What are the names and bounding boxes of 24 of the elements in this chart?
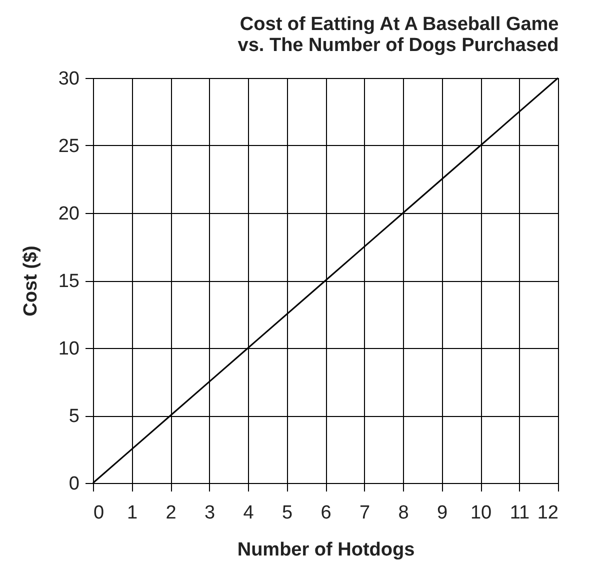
x-tick-label: 10 <box>470 502 492 524</box>
x-tick-label: 1 <box>126 502 138 524</box>
x-tick-label: 12 <box>537 502 558 524</box>
y-axis-title: Cost ($) <box>20 246 42 316</box>
x-tick-label: 4 <box>243 502 254 524</box>
x-tick-label: 0 <box>94 502 104 524</box>
y-tick-label: 15 <box>58 271 80 292</box>
y-tick-label: 25 <box>58 136 80 157</box>
text: Cost of Eatting At A Baseball Game <box>240 14 559 35</box>
x-tick-label: 11 <box>510 502 530 524</box>
y-tick-label: 20 <box>58 204 80 224</box>
x-tick-label: 9 <box>436 502 448 524</box>
y-tick-label: 10 <box>58 338 80 360</box>
x-tick-label: 3 <box>204 502 216 524</box>
x-tick-label: 8 <box>398 502 409 524</box>
y-tick-label: 30 <box>58 68 80 90</box>
y-tick-label: 5 <box>68 406 80 427</box>
x-tick-label: 7 <box>359 502 370 524</box>
x-tick-label: 5 <box>282 502 293 524</box>
x-tick-label: 6 <box>320 502 332 524</box>
text: vs. The Number of Dogs Purchased <box>238 35 559 56</box>
x-tick-label: 2 <box>166 502 176 524</box>
y-tick-label: 0 <box>68 474 80 494</box>
x-axis-title: Number of Hotdogs <box>237 540 415 560</box>
